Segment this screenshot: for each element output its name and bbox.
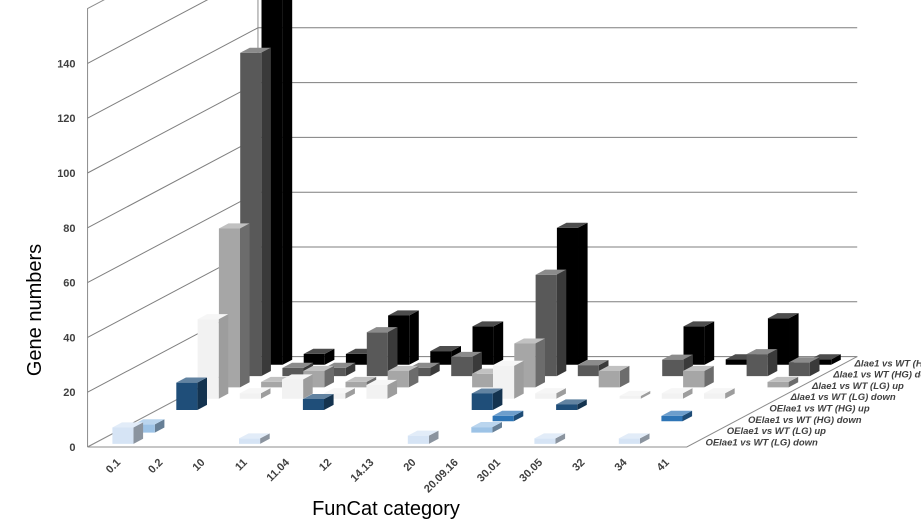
bar [471, 422, 502, 433]
bar [239, 433, 270, 444]
category-label: 20.09.16 [422, 457, 461, 496]
y-tick-label: 100 [57, 168, 75, 180]
y-tick-label: 80 [63, 223, 75, 235]
series-label: OElae1 vs WT (LG) up [727, 426, 826, 437]
bar [767, 376, 799, 388]
category-label: 14.13 [348, 457, 376, 485]
bar [493, 360, 524, 399]
bars [112, 0, 841, 444]
y-tick-label: 140 [57, 58, 75, 70]
series-label: Δlae1 vs WT (HG) down [832, 370, 921, 381]
y-tick-label: 20 [63, 387, 75, 399]
bar [619, 390, 651, 399]
bar [661, 388, 693, 399]
y-tick-labels: 0 20 40 60 80 100 120 140 [57, 58, 75, 454]
bar [303, 348, 335, 365]
category-label: 30.05 [517, 457, 545, 485]
bar [176, 377, 207, 410]
y-axis-title: Gene numbers [24, 244, 46, 376]
gridline [87, 82, 858, 174]
bar [704, 388, 735, 399]
bar [577, 360, 609, 377]
series-label: OElae1 vs WT (HG) up [769, 403, 869, 414]
series-label: Δlae1 vs WT (HG) up [854, 358, 921, 369]
bar [556, 399, 587, 410]
bar [407, 430, 439, 444]
category-label: 20 [401, 457, 418, 474]
gridline [87, 191, 858, 284]
bar [662, 354, 693, 377]
category-labels: 0.1 0.2 10 11 11.04 12 14.13 20 20.09.16 30.01 30.… [104, 456, 672, 495]
gridline [87, 0, 209, 64]
bar [302, 393, 334, 410]
category-label: 11 [233, 457, 250, 474]
bar [618, 433, 650, 444]
y-tick-label: 120 [57, 113, 75, 125]
bar [366, 327, 398, 377]
category-label: 10 [190, 457, 207, 474]
bar [661, 410, 693, 422]
gridline [87, 136, 858, 229]
series-label: Δlae1 vs WT (LG) up [811, 381, 904, 392]
bar [112, 422, 144, 444]
bar [282, 374, 313, 399]
category-label: 41 [655, 457, 672, 474]
x-axis-title: FunCat category [312, 498, 460, 520]
bar [492, 410, 524, 422]
category-label: 12 [317, 457, 334, 474]
bar [366, 379, 398, 399]
bar [239, 388, 271, 399]
y-tick-label: 40 [63, 332, 75, 344]
bar [534, 433, 566, 444]
category-label: 0.2 [146, 457, 165, 476]
gridline [87, 27, 858, 119]
category-label: 0.1 [104, 457, 123, 476]
category-label: 11.04 [264, 456, 292, 484]
category-label: 32 [570, 457, 587, 474]
category-label: 30.01 [475, 457, 503, 485]
bar [535, 388, 566, 399]
bar [598, 365, 630, 388]
y-tick-label: 60 [63, 278, 75, 290]
series-label: Δlae1 vs WT (LG) down [790, 392, 896, 403]
bar [746, 349, 778, 377]
bar [683, 365, 714, 388]
bar [788, 357, 820, 377]
series-label: OElae1 vs WT (LG) down [705, 437, 818, 448]
series-label: OElae1 vs WT (HG) down [748, 415, 862, 426]
category-label: 34 [612, 456, 630, 474]
bar [430, 346, 461, 365]
bar [451, 351, 482, 377]
y-tick-label: 0 [69, 442, 75, 454]
bar [471, 388, 503, 410]
